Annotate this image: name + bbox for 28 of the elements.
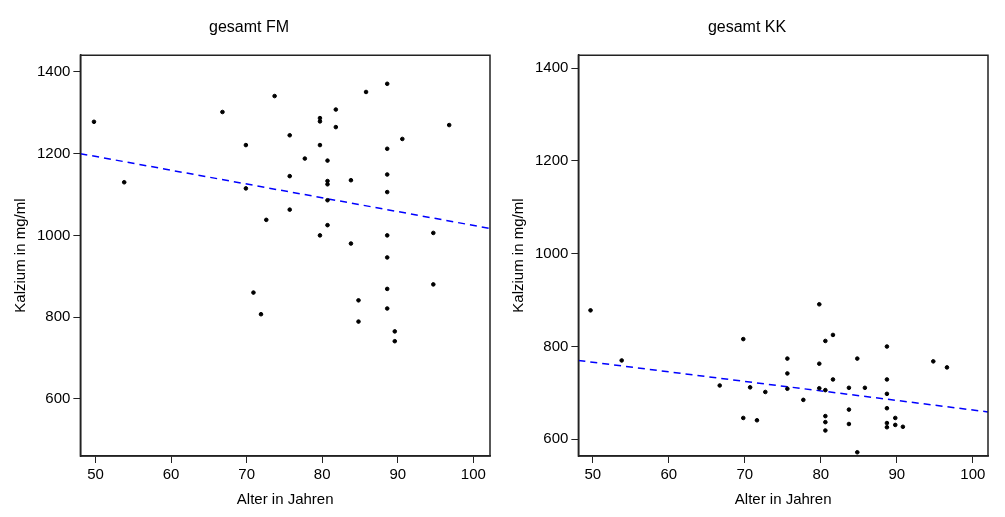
x-axis-title: Alter in Jahren	[236, 490, 334, 508]
y-tick-label: 1200	[534, 151, 569, 169]
x-tick-label: 70	[736, 465, 754, 483]
x-tick-label: 60	[162, 465, 180, 483]
chart-title: gesamt KK	[707, 18, 787, 36]
y-tick-label: 600	[45, 388, 71, 406]
y-tick-label: 1400	[36, 62, 71, 80]
x-tick-label: 50	[584, 465, 602, 483]
y-tick-label: 1200	[36, 143, 71, 161]
x-tick-label: 100	[960, 465, 986, 483]
y-tick-label: 1000	[534, 243, 569, 261]
x-tick-label: 100	[460, 465, 486, 483]
y-tick-label: 1000	[36, 225, 71, 243]
x-tick-label: 60	[660, 465, 678, 483]
x-tick-label: 80	[812, 465, 830, 483]
y-axis-title: Kalzium in mg/ml	[509, 198, 527, 313]
y-tick-label: 600	[543, 429, 569, 447]
x-tick-label: 90	[389, 465, 407, 483]
chart-title: gesamt FM	[208, 18, 290, 36]
y-tick-label: 800	[543, 336, 569, 354]
x-tick-label: 70	[238, 465, 255, 483]
x-tick-label: 80	[313, 465, 331, 483]
y-tick-label: 1400	[534, 58, 569, 76]
x-tick-label: 50	[87, 465, 104, 483]
x-axis-title: Alter in Jahren	[734, 490, 832, 508]
x-tick-label: 90	[888, 465, 906, 483]
y-axis-title: Kalzium in mg/ml	[11, 198, 29, 313]
y-tick-label: 800	[45, 307, 71, 325]
